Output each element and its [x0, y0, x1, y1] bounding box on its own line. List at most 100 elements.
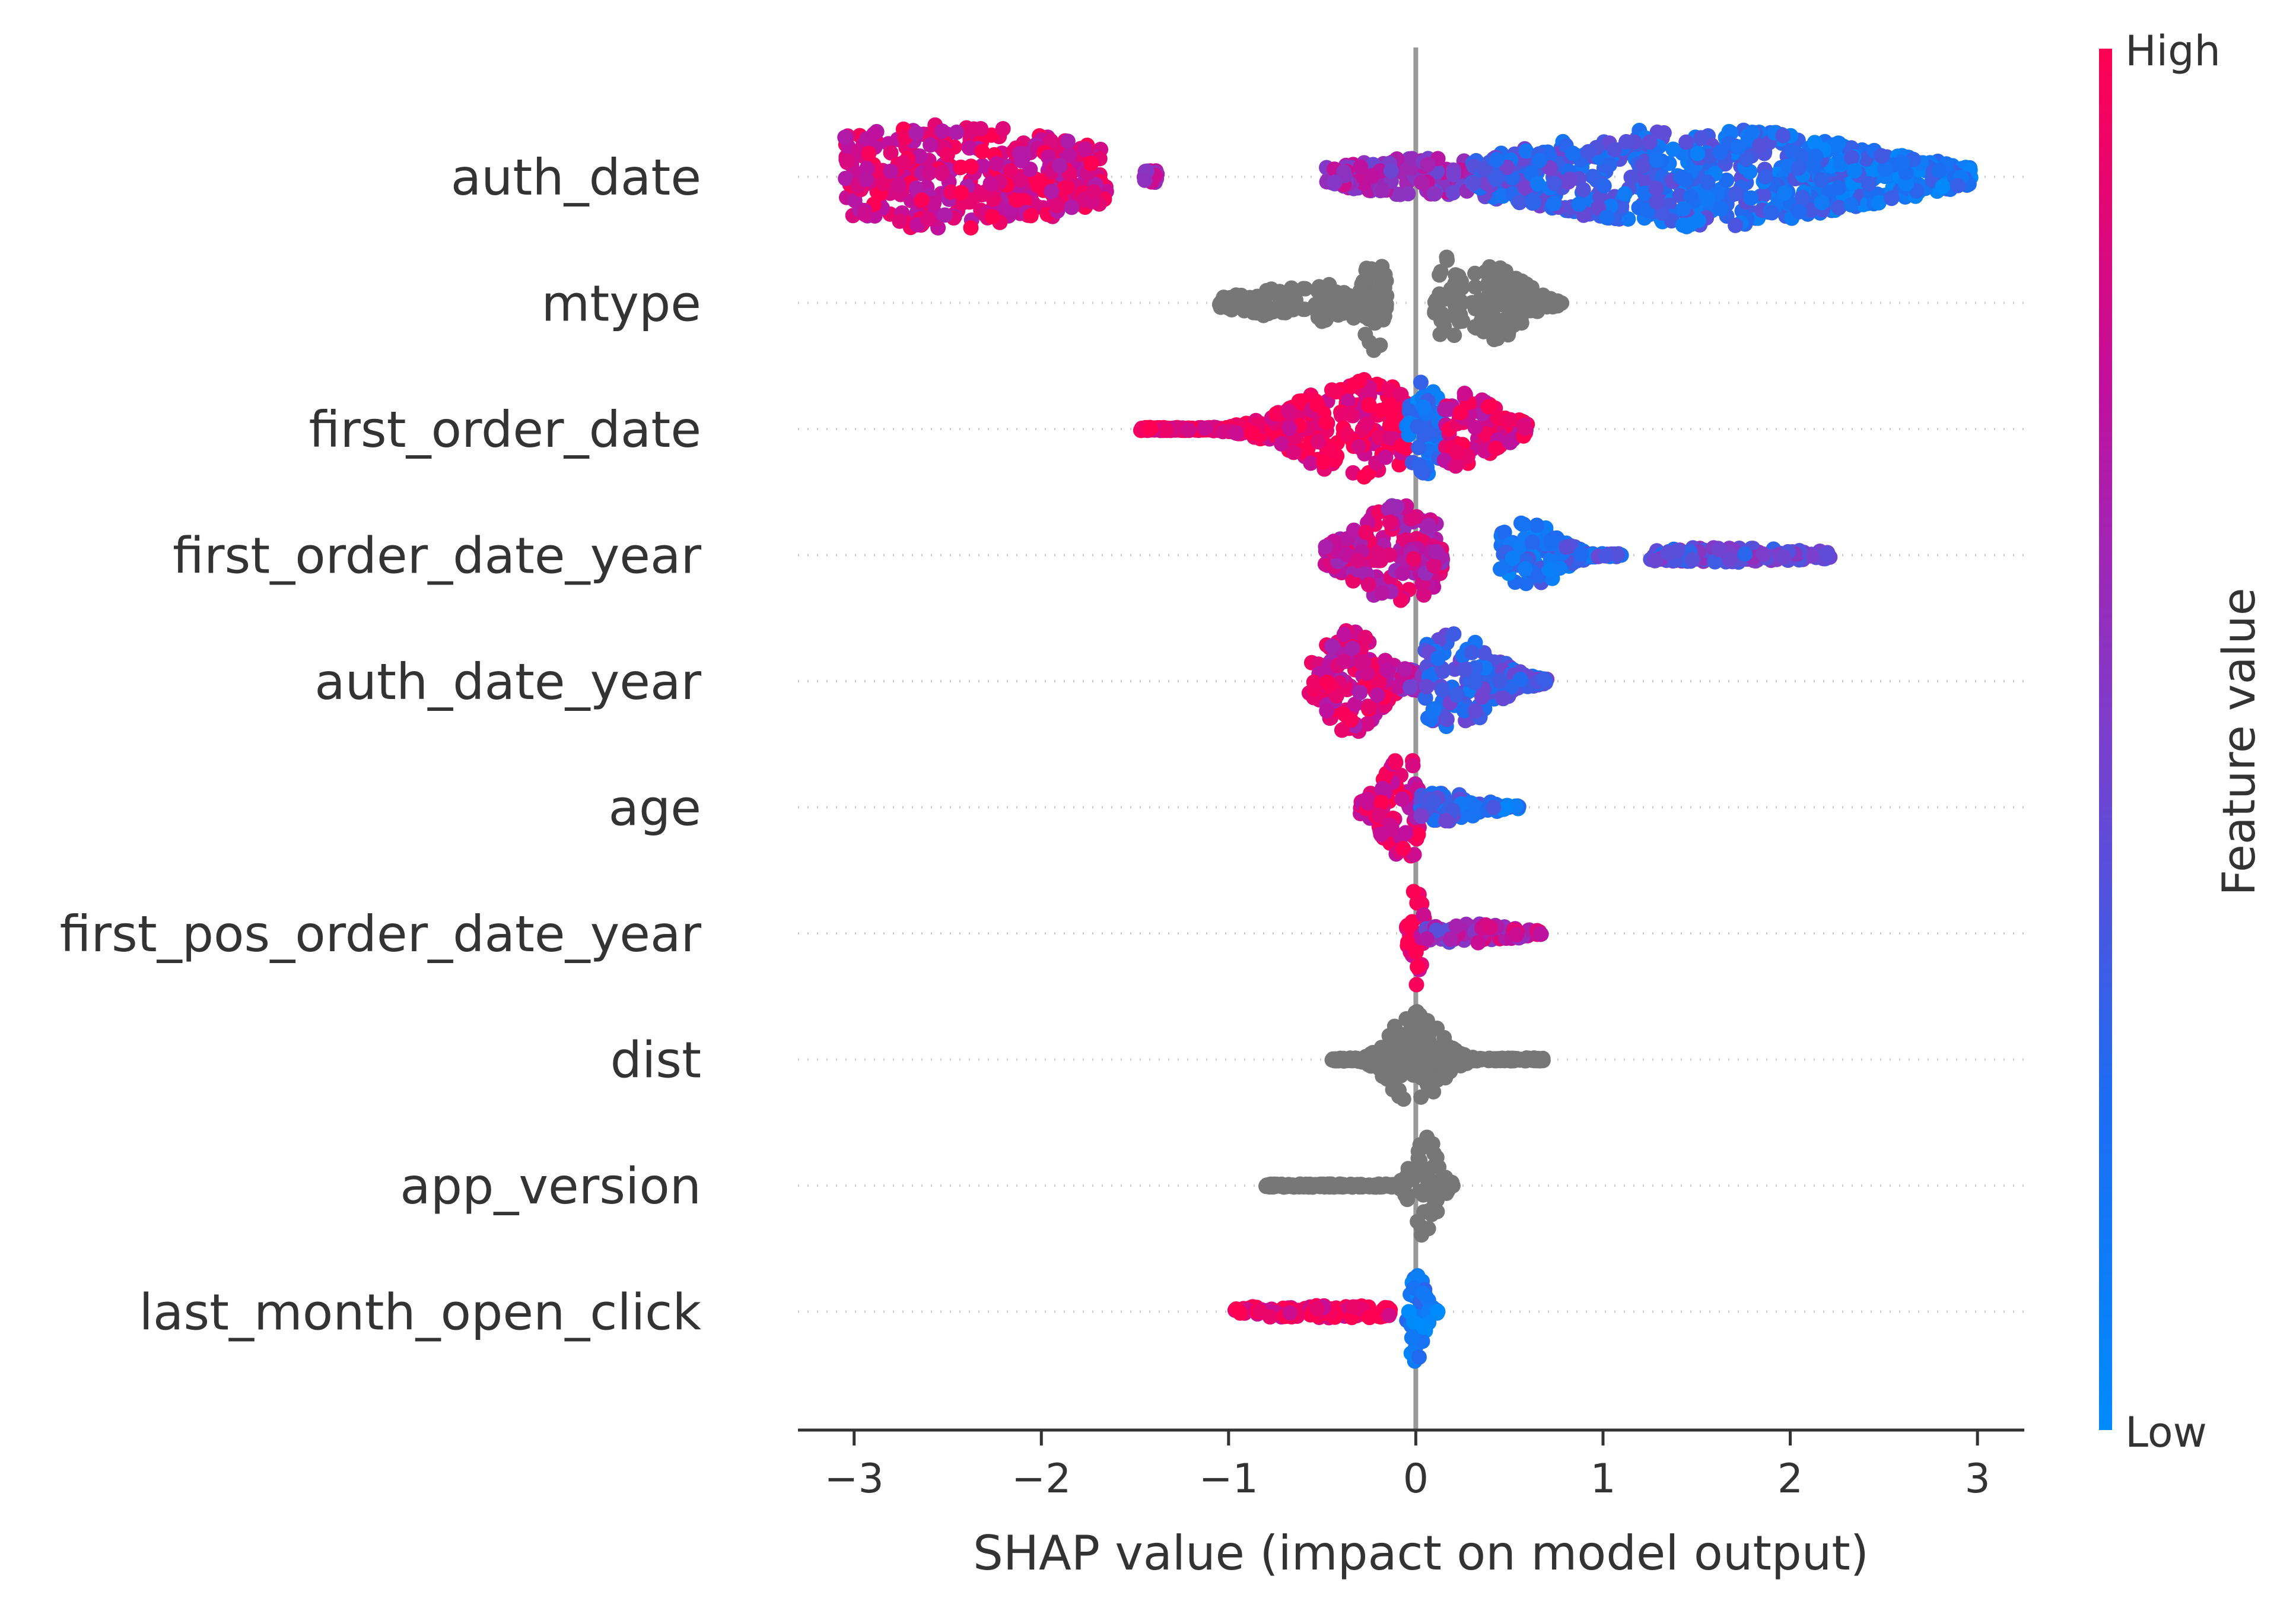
shap-point — [1346, 1299, 1362, 1315]
shap-point — [1003, 163, 1019, 179]
shap-point — [1350, 1177, 1366, 1193]
shap-point — [1791, 204, 1807, 220]
feature-row-auth_date — [837, 117, 1979, 236]
shap-point — [1059, 179, 1075, 195]
shap-point — [1379, 1070, 1395, 1086]
shap-point — [1512, 672, 1528, 687]
shap-point — [1359, 417, 1375, 433]
shap-point — [1665, 141, 1681, 157]
shap-point — [974, 187, 990, 202]
shap-point — [1410, 418, 1426, 434]
shap-point — [1656, 125, 1672, 141]
shap-point — [1400, 186, 1416, 202]
shap-point — [883, 145, 899, 161]
shap-point — [1699, 190, 1715, 206]
feature-label: first_pos_order_date_year — [60, 905, 702, 963]
shap-point — [1512, 195, 1528, 211]
shap-point — [1711, 542, 1727, 558]
shap-point — [1334, 722, 1350, 738]
feature-row-dist — [1324, 1004, 1551, 1107]
feature-label: last_month_open_click — [139, 1284, 702, 1342]
shap-point — [995, 121, 1011, 136]
shap-point — [1503, 412, 1518, 428]
shap-point — [1419, 931, 1435, 947]
shap-point — [1476, 645, 1492, 661]
shap-point — [1381, 382, 1397, 398]
shap-point — [1477, 264, 1493, 280]
feature-row-mtype — [1211, 249, 1570, 358]
shap-point — [1722, 551, 1738, 567]
shap-point — [1894, 154, 1910, 170]
shap-point — [1813, 172, 1829, 188]
shap-point — [1737, 546, 1753, 562]
shap-point — [1678, 134, 1694, 150]
shap-point — [1414, 174, 1430, 190]
shap-point — [1559, 539, 1575, 555]
shap-point — [1435, 682, 1450, 698]
shap-point — [1529, 176, 1545, 192]
shap-point — [1378, 449, 1394, 465]
shap-point — [1077, 141, 1093, 157]
shap-point — [1509, 927, 1525, 943]
shap-point — [839, 153, 856, 169]
shap-point — [974, 158, 990, 174]
shap-point — [1286, 444, 1302, 460]
shap-point — [973, 121, 989, 136]
shap-point — [1488, 440, 1504, 456]
shap-point — [1061, 147, 1077, 163]
shap-point — [1442, 931, 1458, 947]
shap-point — [1405, 758, 1421, 774]
shap-point — [1791, 160, 1807, 176]
shap-point — [1413, 808, 1429, 824]
shap-point — [1776, 185, 1792, 201]
shap-point — [1364, 168, 1380, 184]
shap-point — [908, 125, 924, 141]
shap-point — [1492, 673, 1508, 689]
shap-point — [1473, 313, 1489, 329]
shap-point — [1642, 134, 1658, 150]
shap-point — [1596, 178, 1612, 194]
shap-point — [1281, 421, 1298, 437]
shap-point — [1614, 198, 1630, 214]
shap-point — [1884, 190, 1900, 206]
shap-point — [1831, 200, 1847, 215]
shap-point — [1341, 405, 1357, 421]
shap-point — [1581, 144, 1597, 160]
shap-point — [1675, 201, 1691, 217]
shap-point — [1617, 186, 1633, 202]
shap-point — [914, 192, 930, 208]
feature-row-app_version — [1258, 1129, 1461, 1243]
shap-point — [1316, 454, 1331, 470]
shap-point — [1370, 282, 1386, 298]
shap-point — [1014, 153, 1030, 169]
shap-point — [1373, 795, 1389, 811]
shap-point — [1291, 393, 1307, 409]
shap-point — [895, 155, 911, 171]
shap-point — [1493, 266, 1509, 282]
shap-point — [1398, 825, 1414, 841]
shap-point — [1333, 1051, 1349, 1067]
shap-point — [1358, 793, 1374, 809]
shap-point — [974, 144, 990, 160]
shap-point — [1410, 827, 1426, 843]
shap-point — [891, 177, 907, 193]
feature-row-first_order_date_year — [1317, 498, 1838, 608]
shap-point — [923, 137, 939, 153]
shap-point — [1309, 1301, 1325, 1317]
shap-point — [1311, 434, 1327, 450]
shap-point — [1571, 196, 1587, 212]
shap-point — [1360, 577, 1376, 593]
shap-point — [1634, 158, 1651, 174]
shap-point — [1379, 662, 1395, 678]
shap-point — [1529, 517, 1545, 533]
shap-point — [1448, 918, 1464, 934]
shap-point — [984, 209, 1000, 225]
shap-point — [1395, 840, 1411, 856]
shap-point — [1675, 217, 1691, 233]
shap-point — [1728, 186, 1744, 202]
shap-point — [1455, 1055, 1471, 1071]
shap-point — [1327, 297, 1343, 313]
shap-point — [926, 195, 942, 211]
shap-point — [1562, 171, 1578, 187]
shap-point — [1465, 175, 1481, 191]
